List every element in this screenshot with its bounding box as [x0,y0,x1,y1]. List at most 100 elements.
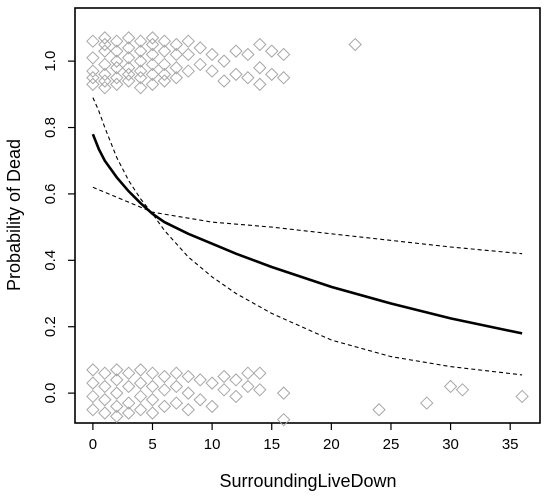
data-point [169,396,184,410]
confidence-band-upper [92,186,523,255]
fit-line [91,133,523,335]
data-point [515,389,529,404]
data-point [121,366,136,380]
data-point [253,61,267,75]
data-point [253,366,267,380]
confidence-band-lower [92,97,523,376]
data-point [86,64,100,78]
data-point [110,34,124,48]
data-point [157,34,172,48]
x-axis-title: SurroundingLiveDown [219,471,396,491]
data-point [133,376,148,390]
data-point [133,80,148,95]
data-point [98,393,112,407]
data-point [121,74,136,88]
x-tick-label: 5 [148,436,156,453]
data-point [217,54,231,68]
data-point [193,393,207,407]
data-point [133,54,148,68]
data-point [86,363,100,377]
data-point [348,37,362,52]
data-point [372,403,386,417]
data-point [86,389,100,404]
data-point [110,386,124,400]
data-point [110,44,124,58]
data-point [181,64,195,78]
data-point [205,64,219,78]
data-point [217,74,231,88]
data-point [455,383,470,397]
x-tick-label: 20 [323,436,340,453]
data-point [133,64,148,78]
data-point [145,57,160,72]
data-point [98,31,112,45]
data-point [241,366,255,380]
data-point [145,47,160,62]
data-point [229,67,243,82]
data-point [157,67,172,82]
data-point [265,67,279,82]
data-point [241,379,255,394]
data-point [145,406,160,420]
data-point [145,37,160,52]
x-tick-label: 15 [263,436,280,453]
data-point [169,47,184,62]
axes-layer: 0 5 10 15 20 25 30 35 0.0 0.2 0.4 0.6 0.8 1.0 [42,51,519,453]
data-point [157,74,172,88]
data-point [193,373,207,387]
data-point [157,44,172,58]
data-point [181,47,195,62]
data-point [110,363,124,377]
plot-frame [74,7,541,424]
data-point [121,61,136,75]
data-point [169,37,184,52]
data-point [98,67,112,82]
data-point [181,369,195,384]
data-point [86,71,100,85]
data-point [121,406,136,420]
data-point [110,373,124,387]
data-point [253,37,267,52]
data-point [133,34,148,48]
data-point [121,379,136,394]
data-point [121,31,136,45]
data-point [276,386,291,400]
data-point [181,403,195,417]
data-point [86,403,100,417]
y-tick-label: 0.0 [42,383,59,404]
data-point [229,389,243,404]
data-point [420,396,434,410]
data-point [121,396,136,410]
x-tick-label: 0 [89,436,97,453]
data-point [110,54,124,68]
data-point [157,369,172,384]
data-point [241,47,255,62]
data-point [181,34,195,48]
data-point [276,71,291,85]
data-point [133,71,148,85]
data-point [86,51,100,65]
data-point [193,57,207,72]
data-point [110,61,124,75]
data-point [86,376,100,390]
data-point [241,71,255,85]
data-point [157,383,172,397]
data-point [145,366,160,380]
data-point [145,393,160,407]
data-point [193,41,207,55]
data-point [98,57,112,72]
data-point [145,67,160,82]
data-point [205,399,219,414]
data-point [217,369,231,384]
data-point [169,61,184,75]
data-point [253,77,267,92]
data-point [121,67,136,82]
data-point [265,44,279,58]
data-point [110,71,124,85]
y-tick-label: 0.2 [42,316,59,337]
data-point [169,71,184,85]
data-point [98,80,112,95]
data-point [276,412,291,427]
data-point [253,383,267,397]
